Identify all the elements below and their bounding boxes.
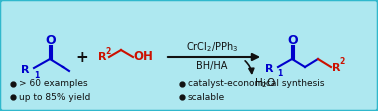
Text: > 60 examples: > 60 examples [19, 79, 88, 88]
Text: OH: OH [133, 51, 153, 63]
Text: R: R [332, 63, 340, 73]
Text: O: O [46, 34, 56, 47]
Text: H$_2$O: H$_2$O [254, 76, 276, 90]
Text: catalyst-economical synthesis: catalyst-economical synthesis [188, 79, 324, 88]
Text: up to 85% yield: up to 85% yield [19, 92, 90, 101]
Text: R: R [20, 65, 29, 75]
Text: 2: 2 [105, 47, 111, 56]
Text: BH/HA: BH/HA [196, 61, 228, 71]
Text: R: R [98, 52, 106, 62]
Text: scalable: scalable [188, 92, 225, 101]
Text: CrCl$_2$/PPh$_3$: CrCl$_2$/PPh$_3$ [186, 40, 238, 54]
Text: R: R [265, 64, 273, 74]
Text: 2: 2 [339, 57, 345, 66]
Text: O: O [288, 34, 298, 47]
Text: +: + [76, 50, 88, 64]
Text: 1: 1 [277, 69, 283, 78]
Text: 1: 1 [34, 70, 40, 79]
